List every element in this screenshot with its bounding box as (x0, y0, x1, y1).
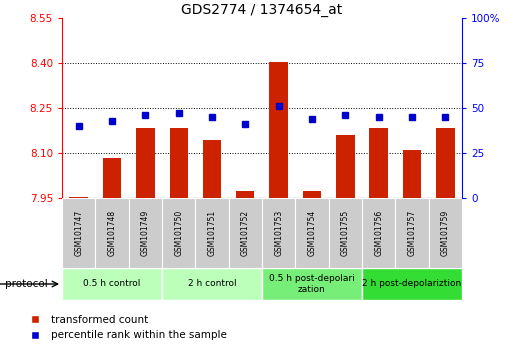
Text: GSM101747: GSM101747 (74, 210, 83, 256)
Bar (362, 198, 396, 268)
Text: GSM101753: GSM101753 (274, 210, 283, 256)
Bar (162, 268, 262, 300)
Bar (203, 139, 221, 198)
Text: GSM101754: GSM101754 (307, 210, 317, 256)
Text: GSM101749: GSM101749 (141, 210, 150, 256)
Bar (69, 196, 88, 198)
Text: GSM101755: GSM101755 (341, 210, 350, 256)
Bar (62, 268, 162, 300)
Bar (95, 198, 129, 268)
Text: GSM101757: GSM101757 (407, 210, 417, 256)
Bar (136, 127, 154, 198)
Bar (303, 190, 321, 198)
Bar (229, 198, 262, 268)
Text: 2 h control: 2 h control (188, 280, 236, 289)
Bar (362, 268, 462, 300)
Bar (103, 158, 121, 198)
Bar (403, 150, 421, 198)
Bar (62, 198, 95, 268)
Bar (236, 190, 254, 198)
Bar (262, 198, 295, 268)
Bar (429, 198, 462, 268)
Text: GSM101752: GSM101752 (241, 210, 250, 256)
Text: GSM101759: GSM101759 (441, 210, 450, 256)
Bar (269, 62, 288, 198)
Bar (129, 198, 162, 268)
Text: 2 h post-depolariztion: 2 h post-depolariztion (362, 280, 462, 289)
Legend: transformed count, percentile rank within the sample: transformed count, percentile rank withi… (21, 311, 231, 344)
Text: protocol: protocol (5, 279, 48, 289)
Bar (329, 198, 362, 268)
Text: GSM101750: GSM101750 (174, 210, 183, 256)
Title: GDS2774 / 1374654_at: GDS2774 / 1374654_at (182, 3, 343, 17)
Bar (195, 198, 229, 268)
Bar (436, 127, 455, 198)
Text: 0.5 h post-depolari
zation: 0.5 h post-depolari zation (269, 274, 355, 294)
Bar (169, 127, 188, 198)
Text: GSM101751: GSM101751 (207, 210, 216, 256)
Bar (369, 127, 388, 198)
Bar (295, 198, 329, 268)
Text: 0.5 h control: 0.5 h control (83, 280, 141, 289)
Bar (336, 135, 354, 198)
Bar (262, 268, 362, 300)
Text: GSM101748: GSM101748 (108, 210, 116, 256)
Bar (162, 198, 195, 268)
Text: GSM101756: GSM101756 (374, 210, 383, 256)
Bar (396, 198, 429, 268)
